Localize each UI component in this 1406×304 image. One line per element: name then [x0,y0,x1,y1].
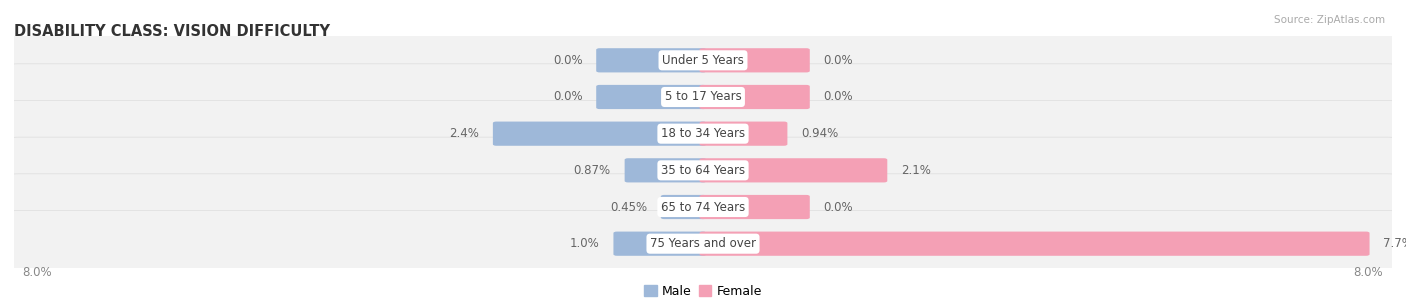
Text: 65 to 74 Years: 65 to 74 Years [661,201,745,213]
Text: 1.0%: 1.0% [569,237,599,250]
FancyBboxPatch shape [3,137,1403,203]
FancyBboxPatch shape [3,101,1403,167]
Text: Source: ZipAtlas.com: Source: ZipAtlas.com [1274,15,1385,25]
FancyBboxPatch shape [596,48,706,72]
Text: 0.94%: 0.94% [801,127,838,140]
Text: 0.45%: 0.45% [610,201,647,213]
Text: 0.87%: 0.87% [574,164,610,177]
Text: 2.1%: 2.1% [901,164,931,177]
FancyBboxPatch shape [700,85,810,109]
FancyBboxPatch shape [661,195,706,219]
Text: 0.0%: 0.0% [824,54,853,67]
FancyBboxPatch shape [494,122,706,146]
Text: 18 to 34 Years: 18 to 34 Years [661,127,745,140]
Text: Under 5 Years: Under 5 Years [662,54,744,67]
Text: 8.0%: 8.0% [22,266,52,279]
Legend: Male, Female: Male, Female [640,280,766,303]
FancyBboxPatch shape [3,64,1403,130]
FancyBboxPatch shape [700,158,887,182]
FancyBboxPatch shape [700,195,810,219]
Text: DISABILITY CLASS: VISION DIFFICULTY: DISABILITY CLASS: VISION DIFFICULTY [14,24,330,39]
FancyBboxPatch shape [3,174,1403,240]
FancyBboxPatch shape [700,232,1369,256]
Text: 75 Years and over: 75 Years and over [650,237,756,250]
Text: 8.0%: 8.0% [1354,266,1384,279]
FancyBboxPatch shape [3,27,1403,94]
Text: 0.0%: 0.0% [824,91,853,103]
FancyBboxPatch shape [596,85,706,109]
Text: 2.4%: 2.4% [450,127,479,140]
Text: 0.0%: 0.0% [553,54,582,67]
FancyBboxPatch shape [700,48,810,72]
Text: 0.0%: 0.0% [824,201,853,213]
Text: 5 to 17 Years: 5 to 17 Years [665,91,741,103]
FancyBboxPatch shape [613,232,706,256]
Text: 35 to 64 Years: 35 to 64 Years [661,164,745,177]
FancyBboxPatch shape [624,158,706,182]
Text: 7.7%: 7.7% [1384,237,1406,250]
Text: 0.0%: 0.0% [553,91,582,103]
FancyBboxPatch shape [700,122,787,146]
FancyBboxPatch shape [3,210,1403,277]
